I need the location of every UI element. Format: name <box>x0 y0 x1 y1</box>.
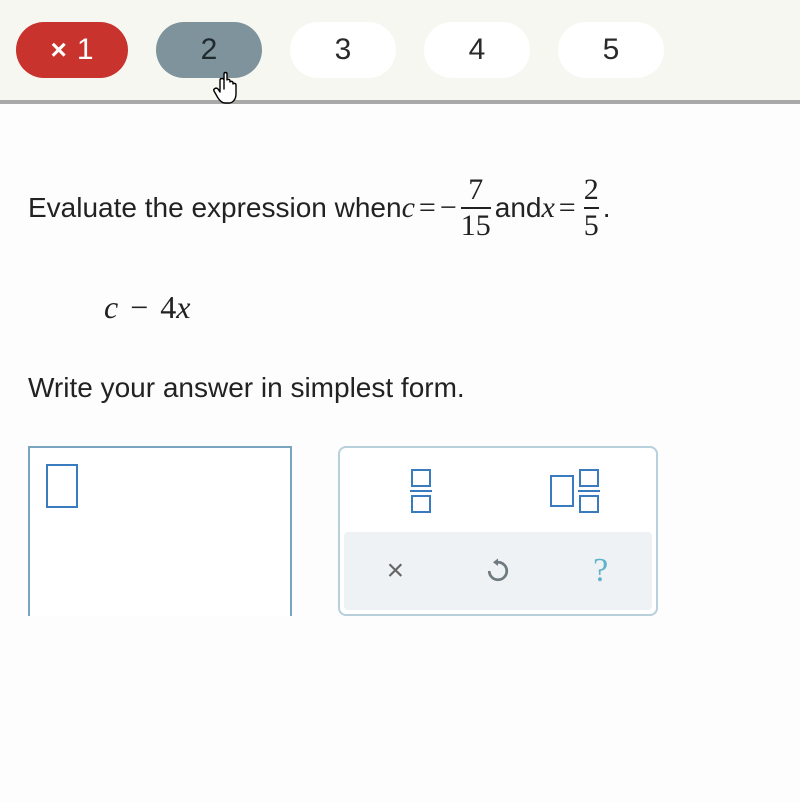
mixed-number-icon <box>550 469 600 513</box>
nav-label: 1 <box>77 33 94 67</box>
question-content: Evaluate the expression when c = − 7 15 … <box>0 104 800 802</box>
nav-label: 5 <box>603 33 620 67</box>
clear-button[interactable]: × <box>344 532 447 610</box>
fraction-button[interactable] <box>344 452 498 530</box>
mixed-number-button[interactable] <box>498 452 652 530</box>
answer-row: × ? <box>28 446 772 616</box>
nav-question-3[interactable]: 3 <box>290 22 396 78</box>
variable-c: c <box>402 191 415 225</box>
expr-minus: − <box>130 289 148 325</box>
negative-sign: − <box>440 191 457 225</box>
nav-label: 2 <box>201 33 218 67</box>
nav-question-1[interactable]: × 1 <box>16 22 128 78</box>
wrong-icon: × <box>50 34 66 66</box>
question-nav-bar: × 1 2 3 4 5 <box>0 0 800 100</box>
fraction-icon <box>410 469 432 513</box>
fraction-2-5: 2 5 <box>584 174 599 241</box>
answer-input[interactable] <box>28 446 292 616</box>
nav-label: 3 <box>335 33 352 67</box>
instruction-text: Write your answer in simplest form. <box>28 372 772 404</box>
answer-placeholder-box <box>46 464 78 508</box>
denominator: 5 <box>584 210 599 242</box>
variable-x: x <box>541 191 554 225</box>
equals: = <box>559 191 576 225</box>
help-icon: ? <box>593 552 608 590</box>
keypad-row-1 <box>344 452 652 530</box>
period: . <box>603 192 611 224</box>
keypad: × ? <box>338 446 658 616</box>
numerator: 2 <box>584 174 599 206</box>
help-button[interactable]: ? <box>549 532 652 610</box>
clear-icon: × <box>387 554 405 588</box>
numerator: 7 <box>468 174 483 206</box>
equals: = <box>419 191 436 225</box>
expr-c: c <box>104 289 118 325</box>
expression: c − 4x <box>104 289 772 326</box>
nav-question-5[interactable]: 5 <box>558 22 664 78</box>
question-prompt: Evaluate the expression when c = − 7 15 … <box>28 174 772 241</box>
undo-icon <box>483 556 513 586</box>
nav-question-2[interactable]: 2 <box>156 22 262 78</box>
nav-question-4[interactable]: 4 <box>424 22 530 78</box>
denominator: 15 <box>461 210 491 242</box>
expr-x: x <box>176 289 190 325</box>
prompt-text: Evaluate the expression when <box>28 192 402 224</box>
keypad-row-2: × ? <box>344 532 652 610</box>
undo-button[interactable] <box>447 532 550 610</box>
and-text: and <box>495 192 542 224</box>
expr-coef: 4 <box>160 289 176 325</box>
nav-label: 4 <box>469 33 486 67</box>
fraction-7-15: 7 15 <box>461 174 491 241</box>
